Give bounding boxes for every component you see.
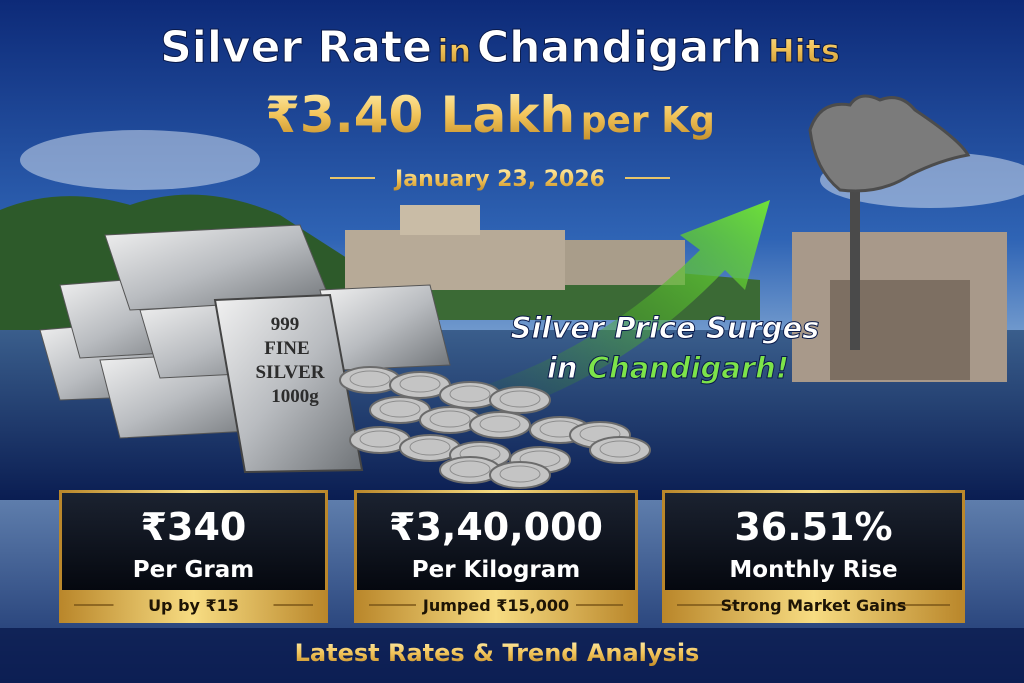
- cards: ₹340 Per Gram Up by ₹15 ₹3,40,000 Per Kilogr…: [59, 490, 965, 623]
- headline-part: Hits: [768, 32, 840, 70]
- coin-face: [449, 385, 491, 403]
- callout-line1: Silver Price Surges: [511, 311, 820, 345]
- open-hand: [808, 94, 971, 193]
- building: [345, 230, 565, 290]
- date: January 23, 2026: [393, 167, 605, 192]
- headline-part: Chandigarh: [477, 22, 762, 73]
- stamp-line: 999: [271, 314, 300, 335]
- coin-face: [409, 438, 451, 456]
- stamp-line: 1000g: [271, 386, 319, 407]
- card-label: Per Gram: [133, 557, 255, 583]
- stamp-line: FINE: [264, 338, 309, 359]
- footer-band: [0, 628, 1024, 683]
- card-label: Monthly Rise: [729, 557, 897, 583]
- headline-part: ₹3.40 Lakh: [265, 86, 575, 144]
- building: [565, 240, 685, 285]
- silver-bars: [39, 224, 451, 474]
- coin-face: [399, 375, 441, 393]
- card-note: Up by ₹15: [148, 596, 239, 615]
- coin-face: [359, 430, 401, 448]
- card-value: ₹340: [141, 505, 247, 549]
- headline-part: Silver Rate: [160, 22, 432, 73]
- card-note: Strong Market Gains: [721, 596, 907, 615]
- card-label: Per Kilogram: [412, 557, 581, 583]
- coin-face: [479, 415, 521, 433]
- headline-line2: ₹3.40 Lakh per Kg: [265, 86, 715, 144]
- coin-face: [379, 400, 421, 418]
- coin-face: [499, 390, 541, 408]
- coin-face: [349, 370, 391, 388]
- callout-part: in: [547, 351, 578, 385]
- coin-face: [599, 440, 641, 458]
- headline-part: in: [438, 32, 472, 70]
- headline-line1: Silver Rate in Chandigarh Hits: [160, 22, 840, 73]
- card-note: Jumped ₹15,000: [422, 596, 569, 615]
- building: [400, 205, 480, 235]
- monument-pole: [850, 170, 860, 350]
- bar-stamp: 999 FINE SILVER 1000g: [255, 314, 324, 407]
- card-value: 36.51%: [734, 505, 892, 549]
- coin-face: [449, 460, 491, 478]
- callout-part: Chandigarh!: [588, 351, 789, 385]
- coins: [339, 366, 651, 489]
- callout-line2: in Chandigarh!: [547, 351, 789, 385]
- card-value: ₹3,40,000: [389, 505, 603, 549]
- coin-face: [499, 465, 541, 483]
- card-body: [665, 493, 962, 590]
- headline-part: per Kg: [581, 100, 715, 141]
- stamp-line: SILVER: [255, 362, 324, 383]
- footer: Latest Rates & Trend Analysis: [295, 639, 700, 667]
- card-body: [62, 493, 325, 590]
- rising-arrow: [470, 200, 770, 420]
- cloud: [20, 130, 260, 190]
- coin-face: [429, 410, 471, 428]
- card-body: [357, 493, 635, 590]
